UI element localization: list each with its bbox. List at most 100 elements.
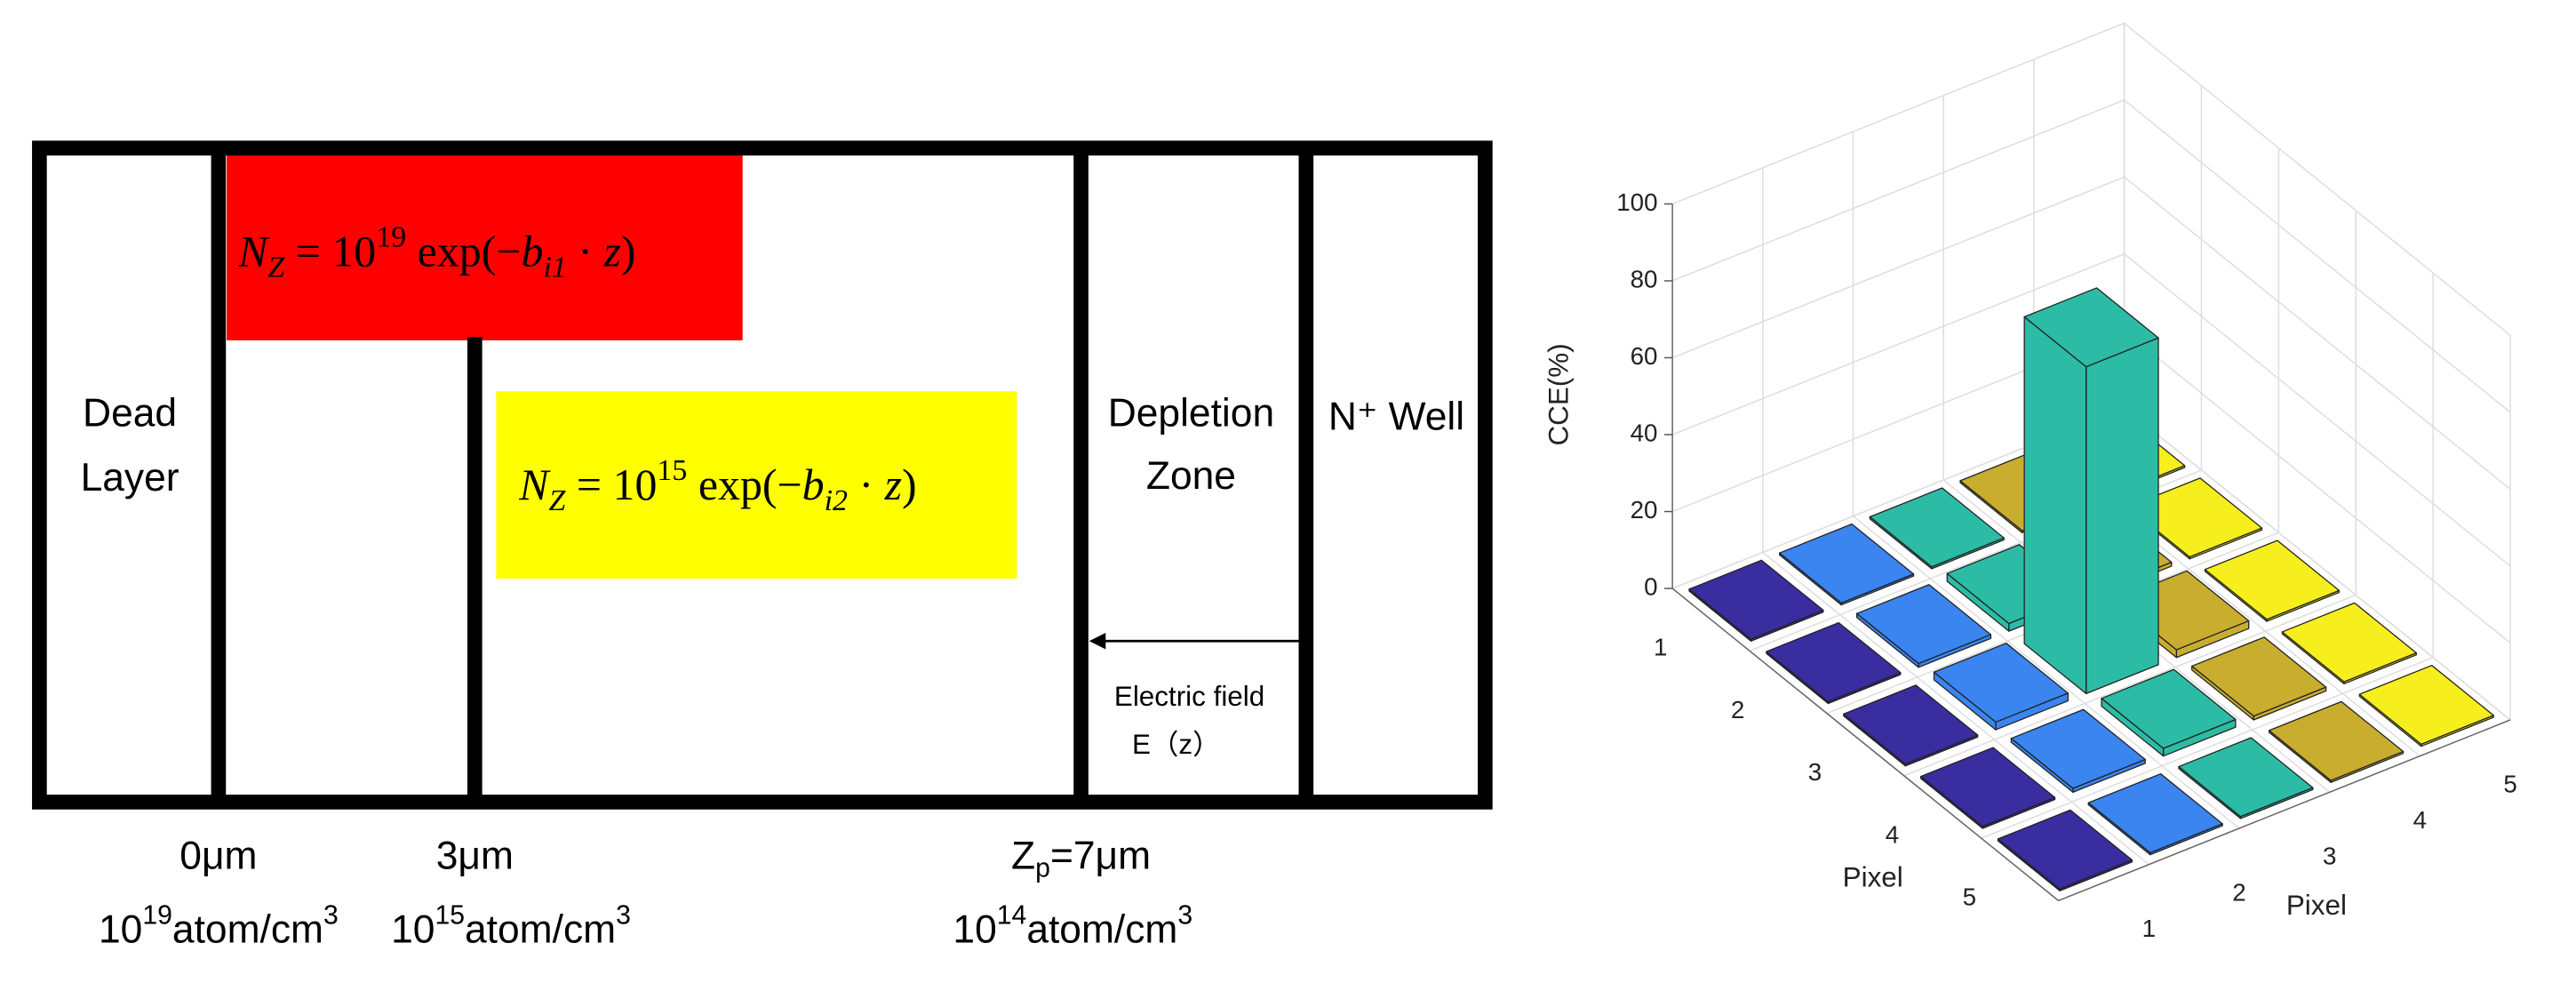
bar-top-face [2281, 602, 2417, 683]
floor-grid [1981, 657, 2434, 839]
text-part: atom/cm [465, 907, 616, 951]
concentration-label: 1014atom/cm3 [953, 901, 1192, 952]
text-part: 3 [323, 901, 339, 931]
text-part: 0μm [179, 834, 257, 877]
bar [2178, 737, 2314, 819]
red-box [227, 154, 743, 340]
text-part: exp(− [687, 461, 802, 510]
text-part: ) [902, 461, 917, 510]
text-part: 3 [1177, 901, 1192, 931]
z-tick-label: 20 [1631, 496, 1658, 523]
bar-side-face [2023, 316, 2087, 695]
text-part: exp(− [406, 228, 521, 276]
z-tick-label: 100 [1616, 188, 1657, 216]
text-part: 3μm [436, 834, 514, 877]
bar [1779, 523, 1915, 606]
text-part: 19 [142, 901, 172, 931]
bar-top-face [1933, 643, 2069, 723]
bar [2191, 636, 2327, 721]
bar-front-face [2086, 337, 2159, 695]
text-part: Z [549, 484, 567, 517]
text-part: i2 [825, 484, 848, 517]
bar-top-face [1779, 523, 1915, 604]
text-part: = 10 [284, 228, 376, 276]
bar-top-face [2010, 708, 2146, 789]
bar-top-face [2178, 737, 2314, 818]
bar [1855, 584, 1992, 668]
text-part: = 10 [565, 461, 657, 510]
region-label: Layer [81, 456, 179, 499]
z-tick-label: 80 [1631, 265, 1658, 292]
text-part: atom/cm [172, 907, 323, 951]
bar [1920, 747, 2056, 829]
bar-top-face [2101, 668, 2237, 749]
grid-line [2124, 407, 2511, 721]
y-axis-label: Pixel [2286, 890, 2347, 921]
floor-grid [1903, 594, 2357, 777]
position-label: 3μm [436, 834, 514, 877]
region-label: Dead [83, 392, 177, 436]
z-tick-label: 0 [1644, 572, 1657, 600]
y-tick-label: 3 [2323, 843, 2336, 870]
bar-top-face [1855, 584, 1992, 665]
floor-grid [1762, 551, 2149, 866]
text-part: 15 [435, 901, 465, 931]
floor-grid [1853, 515, 2240, 829]
x-tick-label: 5 [1963, 883, 1976, 911]
equation: NZ = 1015 exp(−bi2 · z) [518, 454, 916, 517]
bar [2087, 773, 2223, 856]
x-tick-label: 1 [1654, 634, 1667, 661]
text-part: N [518, 461, 551, 510]
y-axis [2058, 719, 2511, 902]
field-label: Electric field [1114, 681, 1264, 712]
bar [2101, 668, 2237, 757]
bar-top-face [2087, 773, 2223, 854]
bar [2204, 539, 2341, 622]
bar [2023, 287, 2159, 695]
equation: NZ = 1019 exp(−bi1 · z) [237, 220, 635, 284]
bar-top-face [1766, 621, 1902, 702]
concentration-label: 1015atom/cm3 [391, 901, 631, 952]
z-tick-label: 40 [1631, 419, 1658, 446]
grid-line [1671, 22, 2125, 205]
x-axis-label: Pixel [1843, 862, 1903, 893]
text-part: 14 [997, 901, 1027, 931]
bar [1997, 809, 2133, 891]
text-part: 10 [391, 907, 435, 951]
grid-line [2124, 330, 2511, 644]
bar-top-face [1997, 809, 2133, 890]
field-label: E（z） [1132, 729, 1221, 760]
outer-frame [32, 140, 1493, 810]
yellow-box [496, 391, 1017, 579]
text-part: 19 [376, 220, 406, 253]
text-part: · [848, 461, 885, 510]
position-label: 0μm [179, 834, 257, 877]
grid-line [2124, 100, 2511, 413]
text-part: b [802, 461, 825, 510]
z-tick-label: 60 [1631, 342, 1658, 370]
text-part: z [602, 228, 620, 276]
bar [1766, 621, 1902, 705]
doping-diagram: Dead Layer Depletion Zone N⁺ Well Electr… [32, 140, 1493, 952]
z-axis-label: CCE(%) [1543, 343, 1575, 445]
text-part: =7μm [1050, 834, 1151, 877]
grid-line [2124, 176, 2511, 490]
y-tick-label: 1 [2142, 915, 2156, 942]
bar [2268, 700, 2405, 783]
bar [2010, 708, 2146, 793]
region-label: Depletion [1108, 392, 1274, 436]
bar-top-face [1869, 487, 2005, 568]
bar [1869, 487, 2005, 570]
text-part: p [1035, 854, 1050, 883]
text-part: · [567, 228, 604, 276]
text-part: 10 [99, 907, 142, 951]
text-part: N [237, 228, 270, 276]
text-part: Z [1011, 834, 1035, 877]
text-part: atom/cm [1026, 907, 1177, 951]
x-axis [1671, 587, 2060, 901]
bar-top-face [2358, 665, 2494, 746]
region-label: Zone [1146, 454, 1236, 498]
bar-top-face [2126, 477, 2263, 558]
bar-top-face [2191, 636, 2327, 717]
